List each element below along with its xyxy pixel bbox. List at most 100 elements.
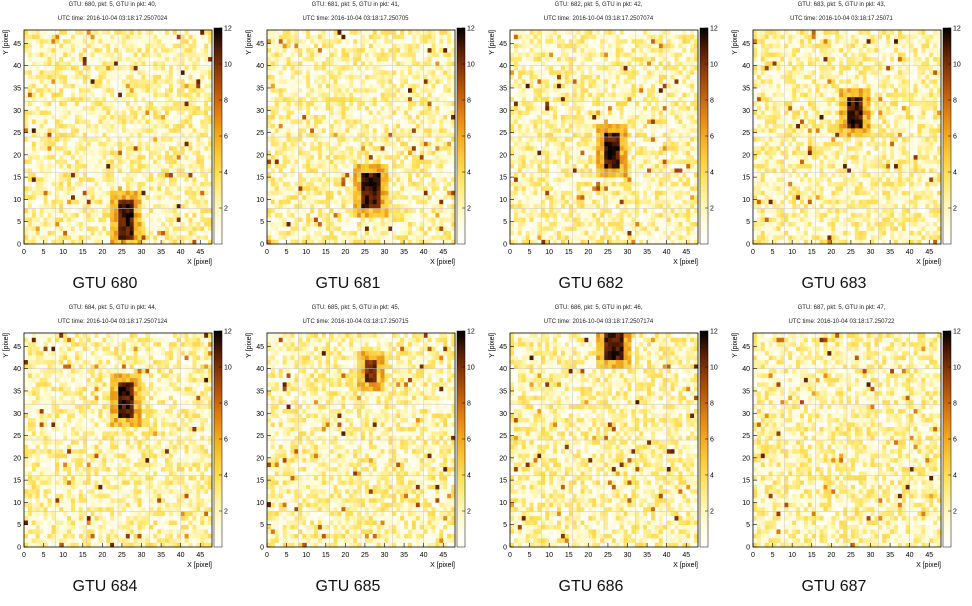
heatmap-cell bbox=[31, 47, 37, 53]
heatmap-cell bbox=[59, 96, 64, 102]
heatmap-cell bbox=[165, 87, 170, 93]
heatmap-cell bbox=[329, 212, 334, 218]
heatmap-cell bbox=[278, 38, 283, 44]
heatmap-cell bbox=[278, 30, 283, 35]
heatmap-cell bbox=[161, 74, 166, 80]
heatmap-cell bbox=[74, 145, 80, 151]
heatmap-cell bbox=[204, 119, 209, 124]
heatmap-cell bbox=[149, 239, 154, 245]
heatmap-cell bbox=[564, 235, 570, 240]
heatmap-cell bbox=[157, 235, 162, 240]
heatmap-cell bbox=[141, 208, 146, 214]
heatmap-cell bbox=[317, 141, 323, 147]
heatmap-cell bbox=[200, 230, 205, 236]
heatmap-cell bbox=[392, 34, 397, 40]
heatmap-cell bbox=[400, 172, 405, 178]
heatmap-cell bbox=[286, 132, 291, 138]
heatmap-cell bbox=[443, 38, 448, 44]
heatmap-cell bbox=[129, 141, 134, 147]
heatmap-cell bbox=[298, 190, 303, 196]
heatmap-cell bbox=[341, 199, 346, 205]
heatmap-cell bbox=[310, 203, 315, 209]
heatmap-cell bbox=[404, 52, 409, 58]
heatmap-cell bbox=[290, 38, 295, 44]
heatmap-cell bbox=[35, 186, 40, 191]
heatmap-cell bbox=[270, 30, 276, 35]
heatmap-cell bbox=[294, 203, 299, 209]
heatmap-cell bbox=[90, 87, 95, 93]
heatmap-cell bbox=[423, 168, 428, 173]
heatmap-cell bbox=[24, 154, 29, 160]
heatmap-cell bbox=[157, 114, 162, 120]
heatmap-cell bbox=[302, 221, 307, 227]
heatmap-cell bbox=[368, 52, 374, 58]
heatmap-cell bbox=[443, 83, 448, 89]
heatmap-cell bbox=[310, 226, 315, 231]
heatmap-cell bbox=[98, 203, 103, 209]
heatmap-cell bbox=[353, 123, 358, 129]
heatmap-cell bbox=[353, 172, 358, 178]
heatmap-cell bbox=[161, 47, 166, 53]
heatmap-cell bbox=[114, 150, 119, 156]
heatmap-cell bbox=[270, 128, 276, 133]
heatmap-cell bbox=[310, 56, 315, 62]
heatmap-cell bbox=[451, 101, 456, 107]
heatmap-cell bbox=[431, 110, 436, 116]
heatmap-cell bbox=[341, 181, 346, 187]
heatmap-cell bbox=[427, 172, 432, 178]
heatmap-cell bbox=[35, 61, 40, 66]
heatmap-cell bbox=[611, 226, 617, 231]
heatmap-cell bbox=[161, 181, 166, 187]
heatmap-cell bbox=[329, 101, 334, 107]
heatmap-cell bbox=[74, 230, 80, 236]
heatmap-cell bbox=[317, 123, 323, 129]
heatmap-cell bbox=[431, 163, 436, 169]
heatmap-cell bbox=[298, 221, 303, 227]
heatmap-cell bbox=[408, 208, 413, 214]
heatmap-cell bbox=[694, 221, 699, 227]
heatmap-cell bbox=[349, 114, 354, 120]
heatmap-cell bbox=[364, 110, 370, 116]
heatmap-cell bbox=[176, 181, 181, 187]
heatmap-cell bbox=[517, 239, 523, 245]
heatmap-cell bbox=[325, 38, 330, 44]
heatmap-cell bbox=[357, 56, 362, 62]
heatmap-cell bbox=[98, 43, 103, 49]
heatmap-cell bbox=[321, 159, 327, 165]
heatmap-cell bbox=[125, 217, 131, 223]
heatmap-cell bbox=[345, 150, 350, 156]
heatmap-cell bbox=[329, 128, 334, 133]
heatmap-cell bbox=[55, 217, 60, 223]
heatmap-cell bbox=[423, 199, 428, 205]
heatmap-cell bbox=[439, 79, 444, 84]
heatmap-cell bbox=[125, 159, 131, 165]
heatmap-cell bbox=[400, 83, 405, 89]
heatmap-cell bbox=[423, 101, 428, 107]
heatmap-cell bbox=[141, 239, 146, 245]
heatmap-cell bbox=[384, 150, 389, 156]
heatmap-cell bbox=[133, 52, 138, 58]
heatmap-cell bbox=[294, 226, 299, 231]
heatmap-cell bbox=[188, 92, 193, 98]
colorbar-tick-label: 4 bbox=[467, 170, 471, 177]
heatmap-cell bbox=[133, 217, 138, 223]
heatmap-cell bbox=[188, 181, 193, 187]
heatmap-cell bbox=[435, 212, 440, 218]
heatmap-cell bbox=[396, 199, 401, 205]
heatmap-cell bbox=[165, 123, 170, 129]
heatmap-cell bbox=[192, 52, 197, 58]
heatmap-cell bbox=[419, 34, 424, 40]
heatmap-cell bbox=[388, 203, 393, 209]
heatmap-cell bbox=[415, 30, 421, 35]
heatmap-cell bbox=[400, 34, 405, 40]
heatmap-cell bbox=[39, 92, 44, 98]
heatmap-cell bbox=[149, 150, 154, 156]
x-tick-label: 10 bbox=[59, 249, 67, 256]
heatmap-cell bbox=[149, 168, 154, 173]
heatmap-cell bbox=[172, 38, 178, 44]
heatmap-cell bbox=[541, 221, 546, 227]
heatmap-cell bbox=[329, 74, 334, 80]
heatmap-cell bbox=[404, 87, 409, 93]
heatmap-cell bbox=[270, 92, 276, 98]
heatmap-cell bbox=[129, 128, 134, 133]
